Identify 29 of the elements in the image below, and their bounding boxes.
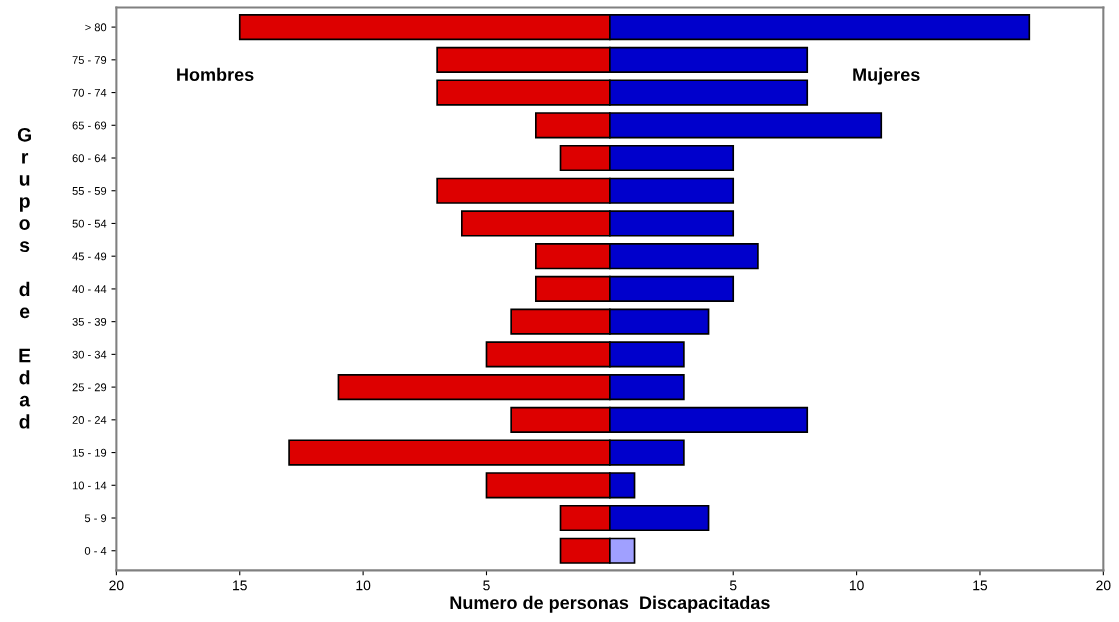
y-tick-label: 55 - 59: [72, 187, 107, 195]
x-tick-label: 5: [729, 580, 737, 591]
x-tick-label: 5: [483, 580, 490, 591]
x-tick-label: 15: [233, 580, 247, 591]
y-tick-label: 20 - 24: [72, 416, 107, 424]
y-tick-label: 65 - 69: [72, 121, 107, 130]
x-tick-label: 15: [973, 580, 988, 591]
y-tick-label: 45 - 49: [72, 252, 107, 261]
x-tick-label: 20: [1096, 580, 1111, 591]
x-tick-label: 20: [109, 580, 124, 591]
y-tick-label: 5 - 9: [84, 514, 107, 523]
y-tick-label: 10 - 14: [72, 481, 107, 490]
y-tick-label: 25 - 29: [72, 383, 107, 392]
y-tick-label: 30 - 34: [72, 350, 107, 359]
x-tick-label: 10: [849, 580, 864, 591]
y-tick-label: 70 - 74: [72, 88, 107, 97]
x-tick-label: 10: [356, 580, 371, 591]
y-tick-label: 15 - 19: [72, 448, 107, 457]
text: Grupos de Edad: [17, 127, 31, 429]
y-tick-label: 0 - 4: [84, 547, 107, 555]
y-tick-label: 75 - 79: [72, 56, 107, 64]
y-tick-label: 40 - 44: [72, 285, 107, 294]
series-label: Hombres: [177, 67, 254, 82]
y-tick-label: > 80: [85, 23, 107, 32]
y-tick-label: 35 - 39: [72, 317, 107, 326]
x-axis-title: Numero de personas Discapacitadas: [450, 595, 770, 613]
series-label: Mujeres: [853, 67, 920, 85]
y-tick-label: 50 - 54: [72, 219, 107, 228]
y-tick-label: 60 - 64: [72, 154, 107, 163]
